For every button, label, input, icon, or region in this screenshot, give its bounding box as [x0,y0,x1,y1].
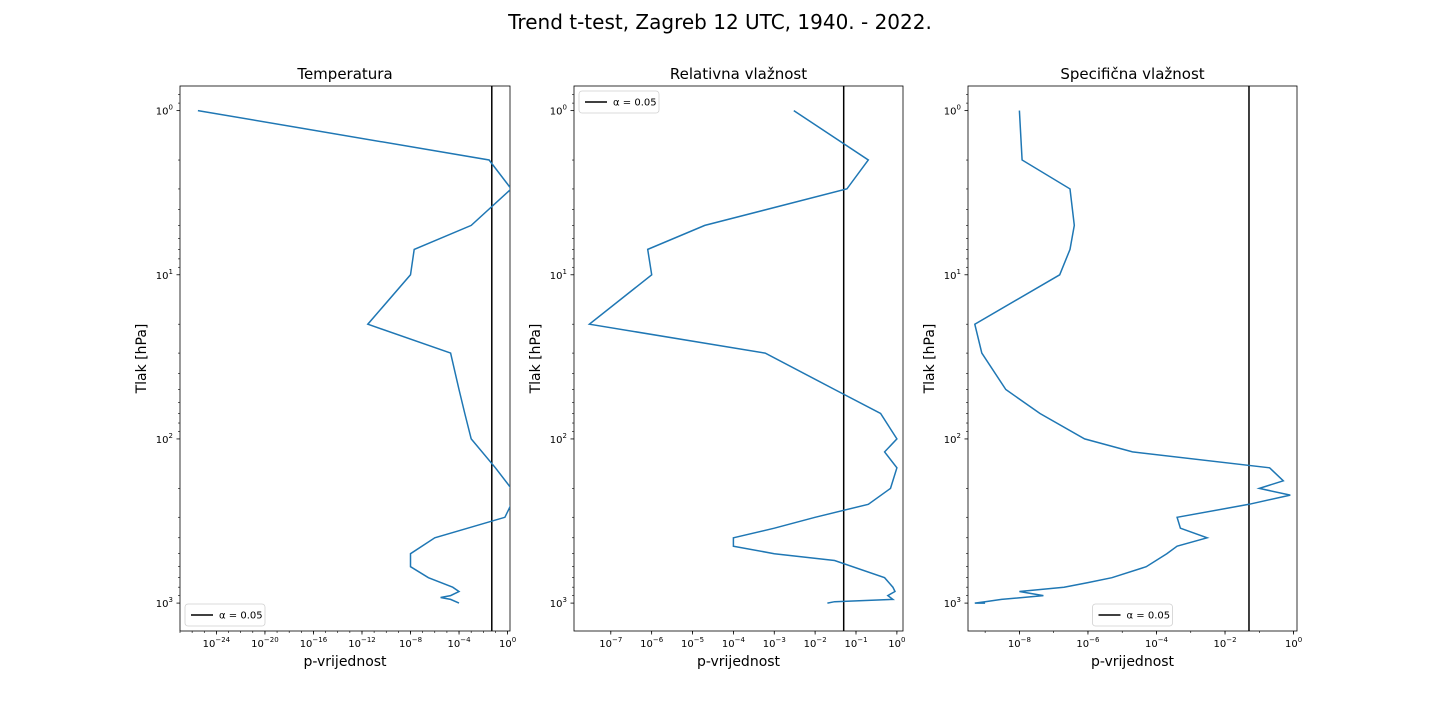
legend-box [184,603,266,627]
x-tick-label: 100 [499,636,516,650]
x-tick-label: 10−7 [599,636,622,650]
y-tick-label: 100 [944,104,961,118]
legend: α = 0.05 [1092,603,1173,627]
y-tick-label: 103 [550,596,567,610]
y-tick-label: 103 [156,596,173,610]
legend: α = 0.05 [578,90,660,114]
p-value-line [197,109,510,604]
x-tick-label: 10−4 [722,636,746,650]
p-value-line [587,109,898,604]
legend-label: α = 0.05 [219,611,263,622]
y-tick-label: 101 [944,268,961,282]
panels: Temperatura p-vrijednost Tlak [hPa] 10−24 10… [134,65,1302,670]
y-tick-label: 101 [156,268,173,282]
x-axis-label: p-vrijednost [697,654,781,670]
legend-label: α = 0.05 [613,98,657,109]
legend-box [578,90,660,114]
panel-title: Specifična vlažnost [1060,65,1204,83]
x-axis-label: p-vrijednost [1091,654,1175,670]
x-tick-label: 10−4 [1145,636,1169,650]
x-tick-label: 10−6 [640,636,664,650]
x-tick-label: 100 [888,636,905,650]
y-tick-label: 100 [550,104,567,118]
x-tick-label: 10−24 [203,636,231,650]
x-tick-label: 10−8 [399,636,422,650]
y-axis-label: Tlak [hPa] [134,324,150,395]
panel-title: Relativna vlažnost [670,65,807,83]
plot-frame [179,85,511,632]
legend-box [1092,603,1173,627]
legend-label: α = 0.05 [1127,611,1171,622]
p-value-line [973,110,1291,604]
y-tick-label: 101 [550,268,567,282]
y-tick-label: 102 [550,432,567,446]
x-tick-label: 10−12 [348,636,376,650]
plot-frame [967,85,1298,632]
x-tick-label: 10−20 [251,636,279,650]
x-tick-label: 10−16 [300,636,328,650]
x-tick-label: 10−1 [844,636,867,650]
x-tick-label: 10−8 [1008,636,1031,650]
panel-1: Temperatura p-vrijednost Tlak [hPa] 10−24 10… [134,65,516,670]
y-tick-label: 102 [944,432,961,446]
y-tick-label: 103 [944,596,961,610]
panel-title: Temperatura [296,65,392,83]
y-axis-label: Tlak [hPa] [528,324,544,395]
y-tick-label: 102 [156,432,173,446]
y-axis-label: Tlak [hPa] [922,324,938,395]
x-tick-label: 10−2 [804,636,827,650]
x-axis-label: p-vrijednost [303,654,387,670]
x-tick-label: 10−4 [448,636,472,650]
y-tick-label: 100 [156,104,173,118]
figure-title: Trend t-test, Zagreb 12 UTC, 1940. - 202… [507,10,932,34]
x-tick-label: 10−3 [763,636,786,650]
panel-2: Relativna vlažnost p-vrijednost Tlak [hPa]… [528,65,905,670]
panel-3: Specifična vlažnost p-vrijednost Tlak [hPa… [922,65,1302,670]
x-tick-label: 10−5 [681,636,704,650]
x-tick-label: 10−2 [1214,636,1237,650]
x-tick-label: 100 [1285,636,1302,650]
plot-frame [573,85,904,632]
legend: α = 0.05 [184,603,266,627]
x-tick-label: 10−6 [1076,636,1100,650]
